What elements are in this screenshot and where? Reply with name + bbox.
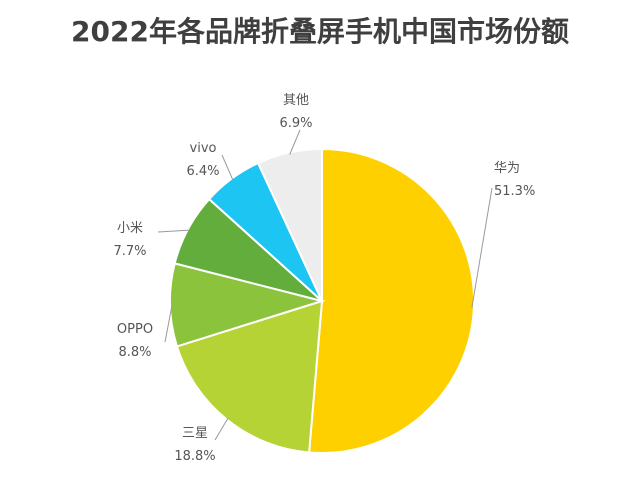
slice-value: 6.4% [186,164,219,179]
slice-label: 其他 [283,93,309,108]
slice-value: 6.9% [279,116,312,131]
pie-slice [256,147,323,302]
leader-line [157,229,190,233]
slice-value: 51.3% [494,184,535,199]
chart-title: 2022年各品牌折叠屏手机中国市场份额 [71,15,569,48]
leader-line [164,304,173,343]
pie-slice [169,262,326,348]
leader-line [289,129,301,155]
leader-line [214,417,229,441]
slice-value: 18.8% [174,449,215,464]
leader-line [221,154,234,181]
pie-slice [308,147,475,454]
slice-value: 8.8% [118,345,151,360]
slice-label: 三星 [182,426,208,441]
slice-label: OPPO [117,322,153,337]
slice-label: vivo [190,141,217,156]
leader-line [471,187,493,308]
slice-label: 小米 [117,221,143,236]
slice-label: 华为 [494,161,520,176]
slice-value: 7.7% [113,244,146,259]
